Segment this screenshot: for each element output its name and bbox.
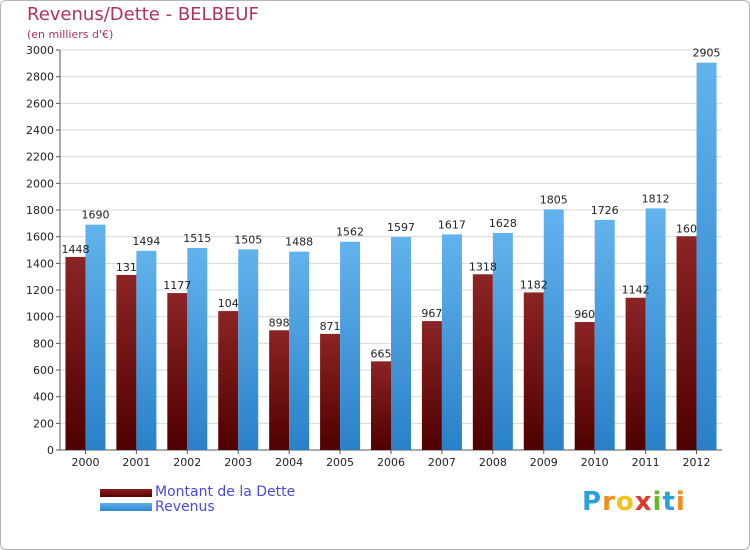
bar-revenue-2004 <box>289 251 310 450</box>
bar-debt-2007 <box>421 321 442 450</box>
proxiti-logo: Proxiti <box>582 487 686 517</box>
bar-revenue-2006 <box>391 237 411 450</box>
bar-debt-2009 <box>523 292 544 450</box>
y-tick-label: 1400 <box>26 257 54 270</box>
data-labels: 1448 1690 131 1494 1177 1515 104 1505 898 1488 871… <box>61 47 720 361</box>
logo-letter: x <box>634 487 653 517</box>
bar-revenue-2008 <box>492 232 513 450</box>
data-label-debt-2008: 1318 <box>469 260 497 273</box>
data-label-revenue-2000: 1690 <box>81 209 109 222</box>
legend-label-revenue: Revenus <box>155 499 215 515</box>
bar-revenue-2000 <box>85 224 106 450</box>
x-tick-label: 2009 <box>530 456 558 469</box>
x-tick-label: 2007 <box>428 456 456 469</box>
data-label-revenue-2004: 1488 <box>285 236 313 249</box>
bar-revenue-2001 <box>136 250 157 450</box>
x-tick-label: 2001 <box>122 456 150 469</box>
data-label-revenue-2001: 1494 <box>132 235 160 248</box>
bar-revenue-2009 <box>543 209 564 450</box>
logo-letter: P <box>582 487 603 517</box>
bar-revenue-2011 <box>645 208 666 450</box>
bar-revenue-2007 <box>441 234 462 450</box>
data-label-debt-2012: 160 <box>676 222 697 235</box>
x-tick-label: 2002 <box>173 456 201 469</box>
bar-debt-2006 <box>371 361 391 450</box>
x-tick-label: 2000 <box>71 456 99 469</box>
x-tick-label: 2012 <box>683 456 711 469</box>
logo-letter: t <box>662 487 676 517</box>
bar-debt-2008 <box>472 274 493 450</box>
y-tick-label: 2200 <box>26 151 54 164</box>
bar-revenue-2012 <box>696 62 717 451</box>
y-tick-label: 2600 <box>26 97 54 110</box>
y-tick-label: 200 <box>33 417 54 430</box>
y-tick-label: 1000 <box>26 311 54 324</box>
data-label-debt-2003: 104 <box>218 297 239 310</box>
data-label-debt-2009: 1182 <box>520 278 548 291</box>
legend-label-debt: Montant de la Dette <box>155 484 296 500</box>
y-tick-label: 2000 <box>26 177 54 190</box>
y-tick-label: 3000 <box>26 44 54 57</box>
bar-debt-2011 <box>625 297 646 450</box>
bar-debt-2010 <box>574 322 595 450</box>
y-tick-label: 1600 <box>26 231 54 244</box>
data-label-revenue-2003: 1505 <box>234 233 262 246</box>
data-label-revenue-2008: 1628 <box>489 217 517 230</box>
data-label-debt-2004: 898 <box>269 316 290 329</box>
chart-subtitle: (en milliers d'€) <box>27 28 114 41</box>
x-tick-label: 2008 <box>479 456 507 469</box>
bar-debt-2005 <box>320 333 341 450</box>
data-label-revenue-2010: 1726 <box>591 204 619 217</box>
data-label-revenue-2009: 1805 <box>540 193 568 206</box>
bars <box>65 62 717 451</box>
data-label-revenue-2005: 1562 <box>336 226 364 239</box>
data-label-debt-2007: 967 <box>421 307 442 320</box>
x-tick-label: 2010 <box>581 456 609 469</box>
axes: 0 200 400 600 800 1000 1200 1400 1600 1800 2000 220… <box>26 44 722 469</box>
legend-swatch-revenue <box>100 503 152 511</box>
x-tick-label: 2004 <box>275 456 303 469</box>
bar-debt-2004 <box>269 330 290 450</box>
bar-debt-2001 <box>116 274 137 450</box>
chart-title: Revenus/Dette - BELBEUF <box>27 4 259 25</box>
y-tick-label: 400 <box>33 391 54 404</box>
bar-debt-2012 <box>676 236 697 450</box>
logo-letter: o <box>615 487 635 517</box>
data-label-revenue-2012: 2905 <box>693 47 721 60</box>
data-label-debt-2001: 131 <box>116 261 137 274</box>
y-tick-label: 2800 <box>26 71 54 84</box>
y-tick-label: 1200 <box>26 284 54 297</box>
y-tick-label: 1800 <box>26 204 54 217</box>
data-label-revenue-2007: 1617 <box>438 218 466 231</box>
bar-debt-2003 <box>218 311 239 450</box>
data-label-revenue-2011: 1812 <box>642 192 670 205</box>
data-label-debt-2006: 665 <box>371 347 392 360</box>
bar-debt-2002 <box>167 293 188 450</box>
data-label-debt-2000: 1448 <box>61 243 89 256</box>
data-label-debt-2005: 871 <box>320 320 341 333</box>
legend-swatch-debt <box>100 489 152 497</box>
data-label-revenue-2002: 1515 <box>183 232 211 245</box>
y-tick-label: 800 <box>33 337 54 350</box>
bar-debt-2000 <box>65 256 86 450</box>
data-label-debt-2002: 1177 <box>163 279 191 292</box>
bar-revenue-2002 <box>187 248 208 450</box>
y-tick-label: 0 <box>47 444 54 457</box>
x-tick-label: 2006 <box>377 456 405 469</box>
x-tick-label: 2003 <box>224 456 252 469</box>
y-tick-label: 2400 <box>26 124 54 137</box>
bar-revenue-2003 <box>238 249 259 450</box>
x-tick-label: 2005 <box>326 456 354 469</box>
logo-letter: i <box>652 487 663 517</box>
bar-revenue-2010 <box>594 219 615 450</box>
x-tick-label: 2011 <box>632 456 660 469</box>
data-label-debt-2011: 1142 <box>622 284 650 297</box>
data-label-debt-2010: 960 <box>574 308 595 321</box>
bar-revenue-2005 <box>340 241 361 450</box>
data-label-revenue-2006: 1597 <box>387 221 415 234</box>
y-tick-label: 600 <box>33 364 54 377</box>
logo-letter: i <box>675 487 686 517</box>
logo-letter: r <box>602 487 616 517</box>
